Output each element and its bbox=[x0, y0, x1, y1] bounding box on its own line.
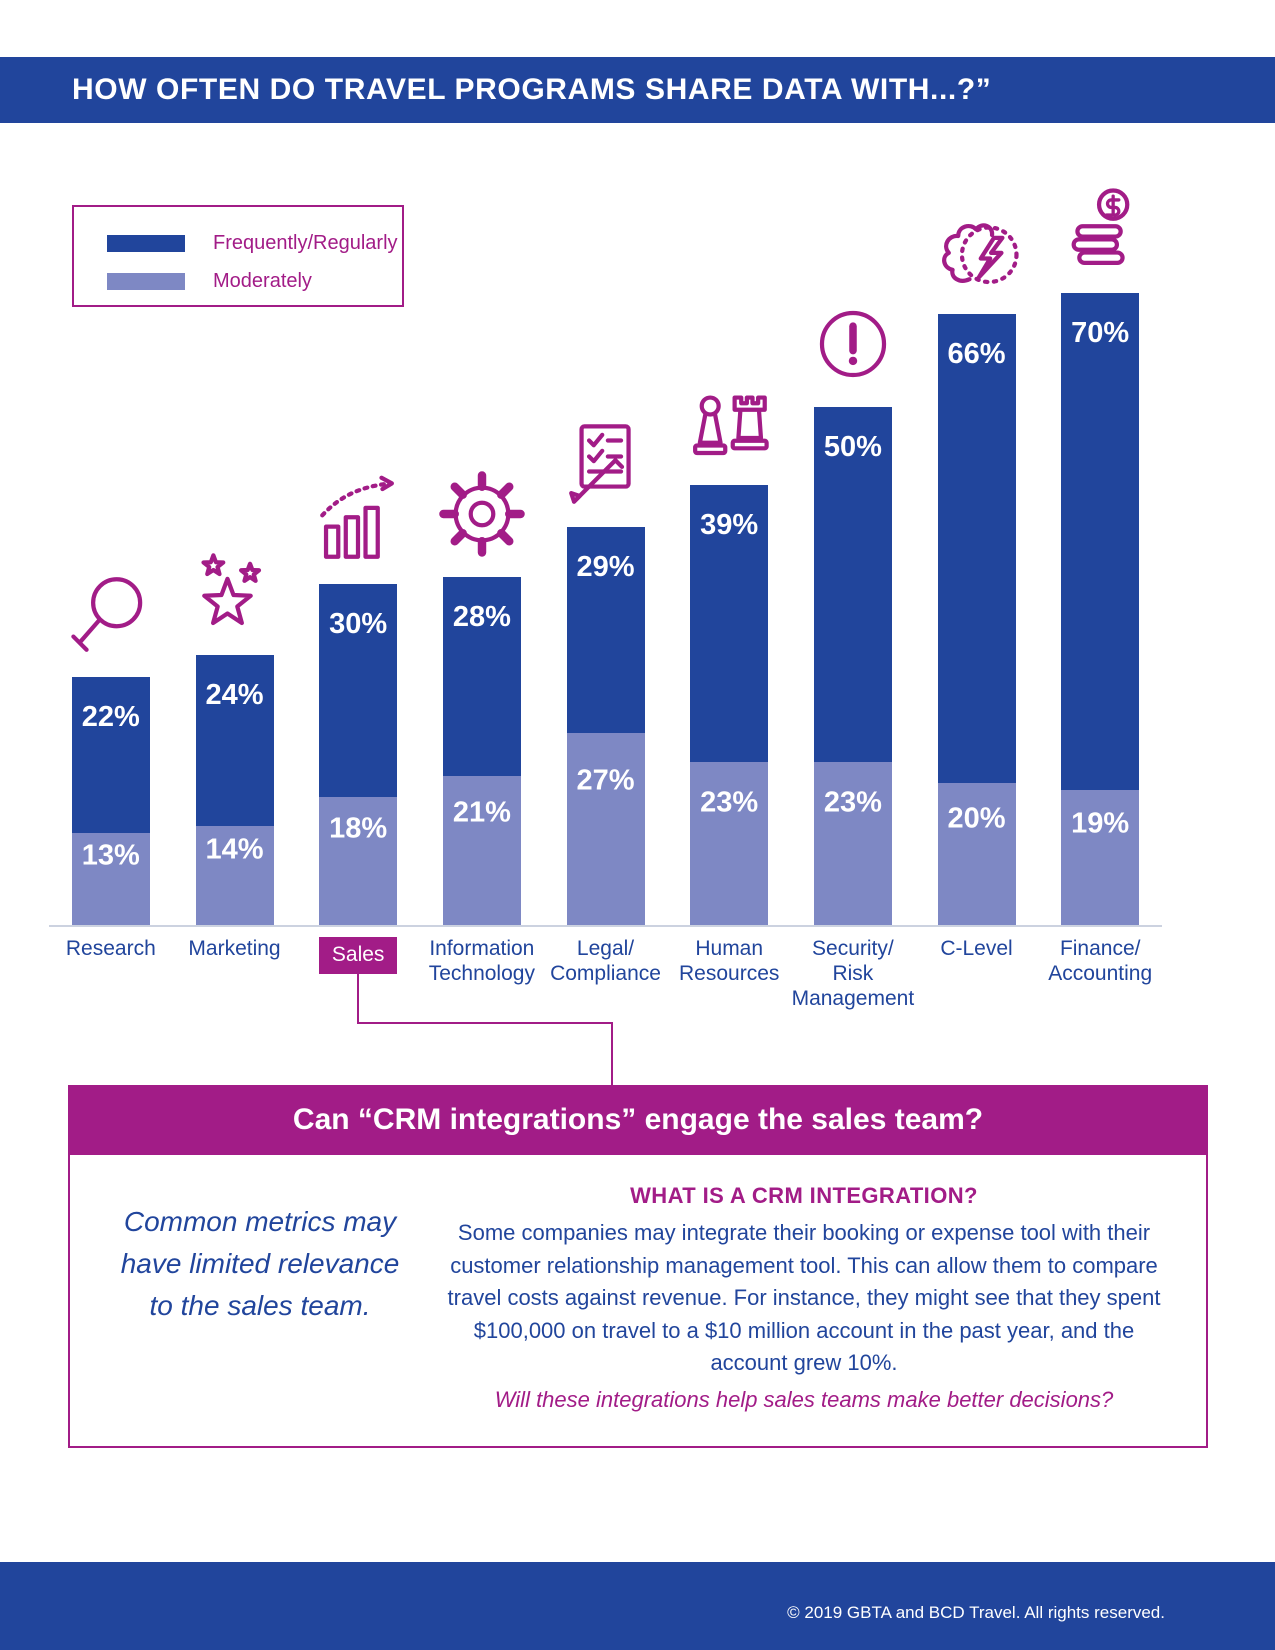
crm-callout: Can “CRM integrations” engage the sales … bbox=[68, 1085, 1208, 1449]
bar-segment-moderately: 23% bbox=[813, 761, 892, 925]
value-label-moderately: 14% bbox=[205, 833, 264, 866]
value-label-moderately: 21% bbox=[452, 796, 511, 829]
category-label: C-Level bbox=[940, 937, 1013, 960]
bar-segment-frequently: 30% bbox=[319, 584, 398, 798]
legend-label-moderately: Moderately bbox=[213, 270, 312, 292]
stacked-bar-chart: 22% 13% 24% 14% 30% 18% 28% 21% 29% 27% 39% 23% 50% 2… bbox=[49, 180, 1162, 1017]
chart-labels: Research Marketing Sales Information Techno… bbox=[49, 937, 1162, 1017]
value-label-frequently: 22% bbox=[81, 700, 140, 733]
value-label-frequently: 70% bbox=[1071, 317, 1130, 350]
chart-bar-group: 29% 27% bbox=[544, 417, 668, 925]
brain-bolt-icon bbox=[930, 204, 1024, 298]
bar-segment-frequently: 22% bbox=[71, 676, 150, 833]
value-label-moderately: 20% bbox=[947, 802, 1006, 834]
category-label: Research bbox=[65, 937, 156, 960]
gear-icon bbox=[435, 467, 529, 561]
footer-bar: © 2019 GBTA and BCD Travel. All rights r… bbox=[0, 1562, 1275, 1650]
value-label-frequently: 29% bbox=[576, 551, 635, 584]
chart-bar-group: 66% 20% bbox=[915, 204, 1039, 925]
callout-header: Can “CRM integrations” engage the sales … bbox=[68, 1085, 1208, 1155]
alert-icon bbox=[806, 297, 900, 391]
callout-description: Some companies may integrate their booki… bbox=[447, 1220, 1161, 1376]
chart-bar-group: 70% 19% bbox=[1038, 183, 1162, 925]
chart-bar-group: 28% 21% bbox=[420, 467, 544, 925]
bar-segment-moderately: 19% bbox=[1061, 790, 1140, 925]
chess-pieces-icon bbox=[682, 375, 776, 469]
callout-header-text: Can “CRM integrations” engage the sales … bbox=[292, 1103, 984, 1136]
money-stack-icon bbox=[1053, 183, 1147, 277]
sales-connector-line-horizontal bbox=[357, 1022, 613, 1024]
category-label: Marketing bbox=[188, 937, 281, 960]
value-label-moderately: 18% bbox=[329, 812, 388, 845]
category-label: Human Resources bbox=[679, 937, 780, 985]
bar-segment-frequently: 66% bbox=[937, 314, 1016, 783]
callout-right-column: WHAT IS A CRM INTEGRATION? Some companie… bbox=[446, 1179, 1162, 1416]
callout-closing-question: Will these integrations help sales teams… bbox=[494, 1386, 1114, 1412]
value-label-frequently: 24% bbox=[205, 679, 264, 712]
value-label-moderately: 23% bbox=[823, 786, 882, 819]
bar-segment-frequently: 24% bbox=[195, 655, 274, 826]
legend-swatch-moderately bbox=[107, 273, 185, 290]
bar-segment-frequently: 29% bbox=[566, 527, 645, 734]
category-label: Sales bbox=[296, 937, 420, 1017]
callout-question-heading: WHAT IS A CRM INTEGRATION? bbox=[630, 1183, 978, 1208]
category-label-highlighted: Sales bbox=[318, 937, 398, 974]
legend-row-moderately: Moderately bbox=[107, 270, 402, 293]
bar-segment-moderately: 18% bbox=[319, 797, 398, 925]
value-label-moderately: 23% bbox=[700, 786, 759, 819]
sales-connector-line-vertical-2 bbox=[611, 1022, 613, 1085]
category-label: Information Technology bbox=[428, 937, 535, 985]
callout-body: Common metrics may have limited relevanc… bbox=[68, 1155, 1208, 1449]
magnifier-icon bbox=[64, 567, 158, 661]
value-label-frequently: 39% bbox=[700, 508, 759, 541]
legend-row-frequently: Frequently/Regularly bbox=[107, 232, 402, 255]
category-label: Finance/ Accounting bbox=[1048, 937, 1153, 985]
copyright-text: © 2019 GBTA and BCD Travel. All rights r… bbox=[787, 1603, 1165, 1622]
checklist-pencil-icon bbox=[559, 417, 653, 511]
chart-bar-group: 22% 13% bbox=[49, 567, 173, 925]
bar-segment-moderately: 23% bbox=[690, 761, 769, 925]
bar-segment-frequently: 28% bbox=[442, 577, 521, 776]
bar-segment-frequently: 70% bbox=[1061, 293, 1140, 791]
legend-swatch-frequently bbox=[107, 235, 185, 252]
bar-segment-moderately: 27% bbox=[566, 733, 645, 925]
value-label-frequently: 28% bbox=[452, 601, 511, 634]
chart-bar-group: 30% 18% bbox=[296, 474, 420, 925]
value-label-moderately: 27% bbox=[576, 764, 635, 797]
category-label: Security/ Risk Management bbox=[791, 937, 915, 1010]
value-label-moderately: 13% bbox=[81, 839, 140, 872]
legend-label-frequently: Frequently/Regularly bbox=[213, 232, 398, 254]
callout-left-note: Common metrics may have limited relevanc… bbox=[120, 1206, 400, 1321]
chart-columns: 22% 13% 24% 14% 30% 18% 28% 21% 29% 27% 39% 23% 50% 2… bbox=[49, 180, 1162, 927]
growth-chart-icon bbox=[311, 474, 405, 568]
chart-bar-group: 50% 23% bbox=[791, 297, 915, 925]
value-label-frequently: 30% bbox=[329, 608, 388, 641]
chart-legend: Frequently/Regularly Moderately bbox=[72, 205, 404, 307]
bar-segment-moderately: 20% bbox=[937, 783, 1016, 925]
chart-bar-group: 24% 14% bbox=[173, 545, 297, 925]
bar-segment-frequently: 50% bbox=[813, 406, 892, 762]
value-label-frequently: 50% bbox=[823, 430, 882, 463]
chart-bar-group: 39% 23% bbox=[667, 375, 791, 925]
bar-segment-moderately: 13% bbox=[71, 832, 150, 925]
bar-segment-moderately: 14% bbox=[195, 825, 274, 925]
sales-connector-line-vertical-1 bbox=[357, 971, 359, 1022]
value-label-moderately: 19% bbox=[1071, 807, 1130, 840]
bar-segment-frequently: 39% bbox=[690, 484, 769, 762]
stars-icon bbox=[188, 545, 282, 639]
bar-segment-moderately: 21% bbox=[442, 775, 521, 925]
page-title: HOW OFTEN DO TRAVEL PROGRAMS SHARE DATA … bbox=[72, 73, 992, 106]
header-bar: HOW OFTEN DO TRAVEL PROGRAMS SHARE DATA … bbox=[0, 57, 1275, 123]
value-label-frequently: 66% bbox=[947, 338, 1006, 371]
category-label: Legal/ Compliance bbox=[550, 937, 661, 985]
